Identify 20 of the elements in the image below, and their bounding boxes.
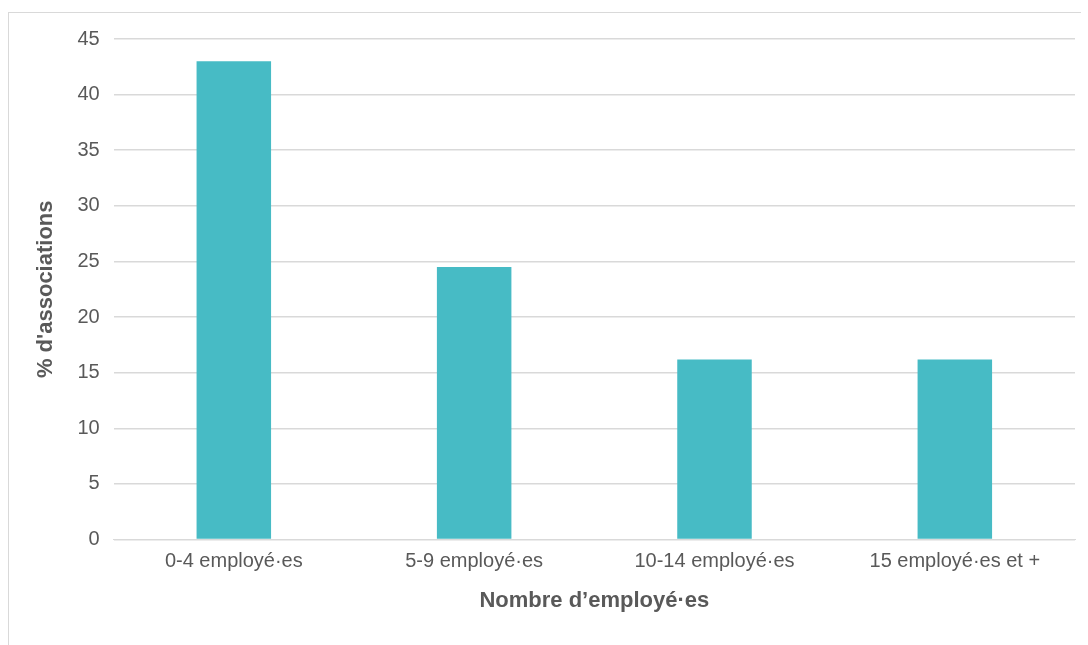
y-tick-label: 45 [77,26,100,49]
x-tick-label: 0-4 employé·es [164,549,303,572]
x-tick-label: 10-14 employé·es [634,549,795,572]
x-tick-label: 15 employé·es et + [869,549,1041,572]
y-tick-label: 25 [77,249,100,271]
x-axis-title: Nombre d’employé·es [479,586,710,612]
bar [196,61,272,539]
y-tick-label: 20 [77,304,100,327]
y-axis-title: % d'associations [32,200,58,379]
bar [677,359,752,539]
y-tick-label: 40 [77,82,100,105]
y-tick-label: 5 [88,471,100,494]
y-tick-label: 0 [88,527,100,550]
bar [917,359,993,539]
y-tick-label: 15 [77,360,100,383]
y-tick-label: 10 [77,415,100,438]
y-tick-label: 35 [77,137,100,160]
bar [436,267,512,539]
x-tick-label: 5-9 employé·es [405,549,544,572]
y-tick-label: 30 [77,193,100,216]
